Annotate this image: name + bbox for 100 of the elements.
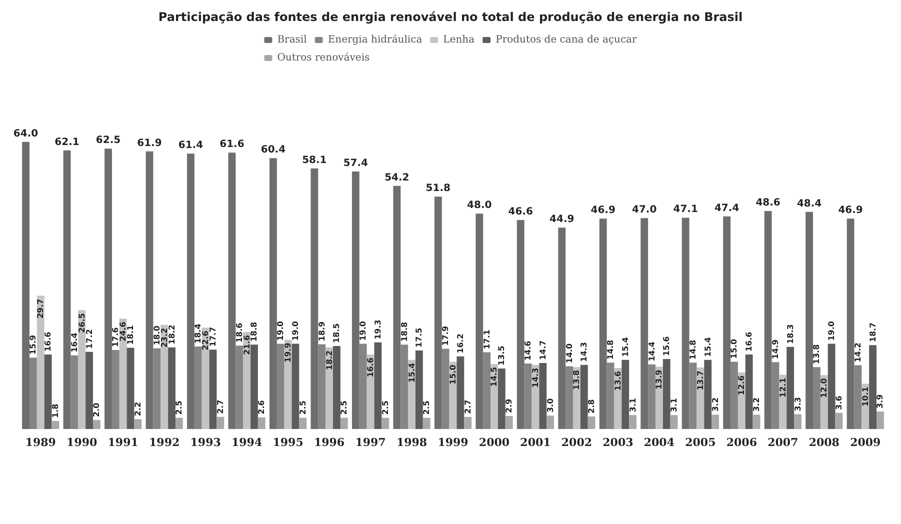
bar — [869, 345, 877, 429]
data-label: 26.5 — [77, 312, 86, 333]
bar — [340, 418, 348, 429]
bar — [63, 150, 71, 429]
bar — [599, 218, 607, 429]
data-label: 44.9 — [550, 214, 574, 226]
bar — [310, 168, 318, 429]
data-label: 23.2 — [160, 328, 169, 348]
bar — [400, 344, 408, 429]
bar — [134, 419, 142, 429]
data-label: 3.6 — [834, 395, 844, 410]
data-label: 61.6 — [220, 139, 244, 150]
data-label: 18.6 — [234, 322, 244, 343]
bar — [299, 418, 307, 429]
data-label: 14.0 — [564, 343, 574, 364]
data-label: 15.0 — [448, 364, 458, 384]
bar — [640, 218, 648, 429]
x-tick-label: 2004 — [644, 436, 675, 449]
bar — [704, 360, 712, 429]
bar — [516, 220, 524, 429]
legend-label: Lenha — [443, 34, 475, 46]
legend-label: Outros renováveis — [277, 52, 370, 64]
x-tick-label: 1989 — [25, 436, 56, 449]
data-label: 14.5 — [490, 366, 499, 387]
data-label: 18.8 — [400, 321, 409, 342]
x-tick-label: 2002 — [561, 436, 592, 449]
x-tick-label: 1992 — [149, 436, 180, 449]
bar — [332, 346, 340, 429]
bar — [153, 348, 161, 429]
data-label: 17.9 — [441, 326, 450, 346]
bar — [606, 362, 614, 429]
data-label: 14.4 — [647, 341, 656, 362]
bar — [209, 350, 217, 429]
data-label: 3.2 — [752, 397, 762, 412]
bar — [160, 324, 168, 429]
data-label: 18.7 — [868, 322, 878, 342]
bar — [352, 172, 360, 429]
bar — [126, 348, 134, 429]
bar — [112, 350, 120, 429]
data-label: 17.6 — [111, 326, 120, 348]
bar — [175, 418, 183, 429]
bar — [442, 348, 450, 429]
bar — [104, 148, 112, 429]
data-label: 14.3 — [580, 342, 589, 362]
bar — [723, 216, 731, 429]
x-tick-label: 1997 — [355, 436, 386, 449]
bar — [846, 218, 854, 429]
data-label: 19.3 — [373, 320, 382, 340]
bar — [92, 420, 100, 429]
bar — [415, 350, 423, 429]
data-label: 16.6 — [44, 331, 53, 352]
data-label: 2.5 — [340, 400, 349, 415]
data-label: 48.0 — [467, 200, 492, 212]
bar — [318, 344, 326, 429]
data-label: 47.0 — [632, 204, 657, 216]
bar — [187, 154, 194, 429]
bar — [78, 310, 86, 429]
bar — [250, 344, 258, 429]
bar — [730, 362, 738, 429]
data-label: 29.7 — [36, 298, 46, 319]
bar — [876, 412, 884, 429]
bar — [284, 340, 292, 429]
data-label: 2.7 — [463, 400, 472, 414]
data-label: 18.1 — [126, 324, 136, 345]
bar — [745, 354, 753, 429]
bar — [498, 368, 506, 429]
bar — [326, 347, 333, 429]
data-label: 60.4 — [260, 144, 286, 156]
bar — [44, 354, 52, 429]
data-label: 10.1 — [860, 386, 870, 406]
data-label: 18.4 — [194, 323, 203, 344]
data-label: 3.0 — [546, 398, 555, 413]
data-label: 13.8 — [572, 370, 582, 390]
bar — [580, 364, 588, 429]
bar — [752, 414, 760, 429]
data-label: 16.6 — [744, 331, 754, 352]
bar — [772, 362, 780, 429]
data-label: 3.3 — [793, 397, 802, 412]
data-label: 12.1 — [778, 377, 788, 398]
data-label: 3.1 — [628, 397, 638, 412]
data-label: 18.2 — [167, 324, 176, 344]
data-label: 21.6 — [242, 334, 252, 355]
x-tick-label: 2006 — [726, 436, 758, 449]
data-label: 17.5 — [414, 327, 424, 348]
data-label: 15.4 — [703, 336, 712, 357]
bar — [269, 158, 277, 429]
data-label: 2.5 — [298, 400, 308, 415]
data-label: 62.5 — [96, 135, 121, 146]
data-label: 2.8 — [587, 398, 596, 414]
data-label: 61.9 — [137, 138, 162, 149]
legend-label: Produtos de cana de açucar — [496, 34, 638, 46]
data-label: 19.9 — [284, 342, 293, 362]
data-label: 14.6 — [524, 340, 533, 361]
data-label: 18.5 — [332, 322, 342, 344]
legend-label: Energia hidráulica — [328, 34, 422, 46]
bar — [794, 414, 802, 429]
data-label: 48.4 — [796, 198, 822, 210]
x-tick-label: 1995 — [272, 436, 304, 449]
data-label: 2.2 — [133, 402, 142, 416]
data-label: 48.6 — [756, 197, 780, 208]
